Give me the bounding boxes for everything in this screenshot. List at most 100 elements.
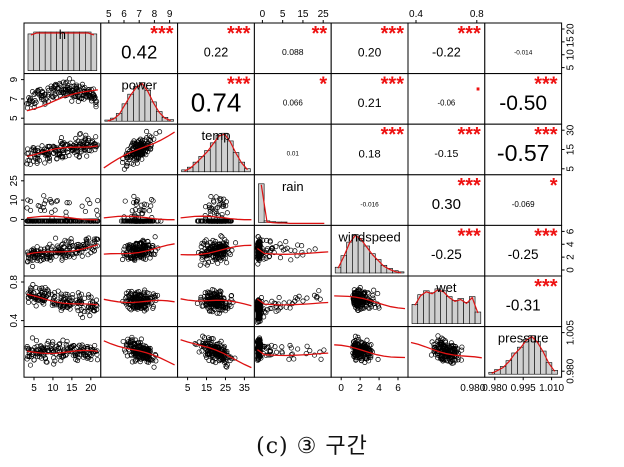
scatter-point [60, 218, 66, 224]
scatter-point [287, 342, 293, 348]
scatter-point [35, 297, 41, 303]
panel-temp-power [100, 123, 179, 176]
scatter-point [279, 344, 285, 350]
scatter-point [28, 101, 34, 107]
scatter-point [439, 356, 445, 362]
histogram-bar [451, 300, 459, 324]
panel-border [484, 275, 563, 328]
panel-border [330, 174, 409, 226]
histogram-bar [411, 303, 419, 324]
scatter-point [127, 342, 133, 348]
panel-pressure-power [100, 326, 179, 378]
variable-label: windspeed [338, 229, 401, 244]
scatter-point [458, 357, 464, 363]
scatter-point [317, 296, 323, 302]
scatter-point [84, 238, 90, 245]
scatter-point [351, 351, 357, 357]
scatter-point [131, 138, 137, 144]
scatter-point [199, 254, 205, 260]
bottom-tick-label: 5 [185, 383, 191, 394]
panel-border [407, 22, 486, 75]
variable-label: h [59, 27, 66, 42]
scatter-point [211, 199, 217, 205]
scatter-point [140, 243, 146, 249]
panel-rain-windspeed: -0.016 [330, 174, 409, 226]
scatter-point [27, 293, 33, 299]
scatter-point [318, 356, 324, 362]
histogram-bar [121, 103, 129, 122]
scatter-point [127, 246, 133, 252]
scatter-point [59, 257, 65, 263]
scatter-point [288, 257, 294, 263]
scatter-point [224, 210, 230, 216]
scatter-point [200, 339, 206, 345]
scatter-point [216, 218, 222, 224]
scatter-point [269, 298, 275, 304]
scatter-point [200, 333, 206, 339]
scatter-point [129, 208, 135, 214]
scatter-point [67, 245, 73, 251]
scatter-point [74, 358, 81, 364]
scatter-point [51, 86, 57, 92]
scatter-point [206, 299, 212, 305]
right-tick-label: 5 [566, 64, 577, 70]
significance-stars: *** [534, 74, 558, 96]
scatter-point [135, 218, 142, 224]
scatter-point [140, 207, 146, 214]
scatter-point [126, 218, 132, 224]
panel-rain-rain: rain [253, 174, 332, 226]
scatter-point [65, 218, 71, 224]
panel-windspeed-h [23, 224, 102, 277]
scatter-point [214, 210, 220, 216]
scatter-point [354, 300, 360, 306]
scatter-point [37, 203, 43, 209]
scatter-point [64, 149, 70, 155]
scatter-point [289, 301, 295, 307]
scatter-point [264, 237, 270, 244]
scatter-point [73, 84, 79, 90]
scatter-point [361, 342, 367, 348]
panel-rain-temp [177, 174, 255, 226]
bottom-tick-label: 2 [357, 383, 363, 394]
density-line [107, 82, 171, 122]
left-tick-label: 0 [9, 216, 20, 222]
scatter-point [49, 302, 55, 308]
histogram-bar [517, 346, 524, 375]
correlation-value: 0.20 [358, 45, 382, 59]
scatter-point [227, 251, 233, 258]
scatter-point [295, 242, 301, 248]
scatter-point [205, 289, 211, 295]
scatter-point [31, 299, 37, 305]
scatter-point [217, 291, 223, 297]
panel-temp-windspeed: 0.18*** [330, 123, 409, 176]
right-tick-label: 15 [566, 144, 577, 156]
bottom-tick-label: 1.010 [539, 383, 564, 394]
scatter-point [53, 198, 59, 204]
scatter-point [82, 90, 88, 96]
scatter-point [291, 356, 297, 362]
scatter-point [256, 254, 262, 260]
scatter-point [273, 303, 279, 309]
scatter-point [121, 252, 127, 258]
scatter-point [69, 295, 75, 301]
scatter-point [140, 352, 146, 359]
scatter-point [64, 79, 70, 85]
correlation-value: 0.21 [358, 96, 382, 110]
smooth-line [257, 247, 329, 255]
scatter-point [87, 218, 93, 224]
scatter-point [128, 160, 134, 166]
scatter-point [438, 342, 444, 348]
scatter-point [454, 353, 460, 359]
scatter-point [150, 291, 157, 297]
scatter-point [199, 303, 205, 309]
histogram-bar [33, 31, 40, 71]
scatter-point [207, 218, 213, 224]
top-tick-label: 0.4 [409, 9, 423, 20]
scatter-point [459, 344, 465, 350]
scatter-point [33, 285, 39, 291]
scatter-point [74, 93, 80, 100]
scatter-point [49, 341, 55, 347]
scatter-point [209, 350, 215, 356]
scatter-point [78, 149, 84, 155]
left-tick-label: 25 [9, 175, 20, 187]
